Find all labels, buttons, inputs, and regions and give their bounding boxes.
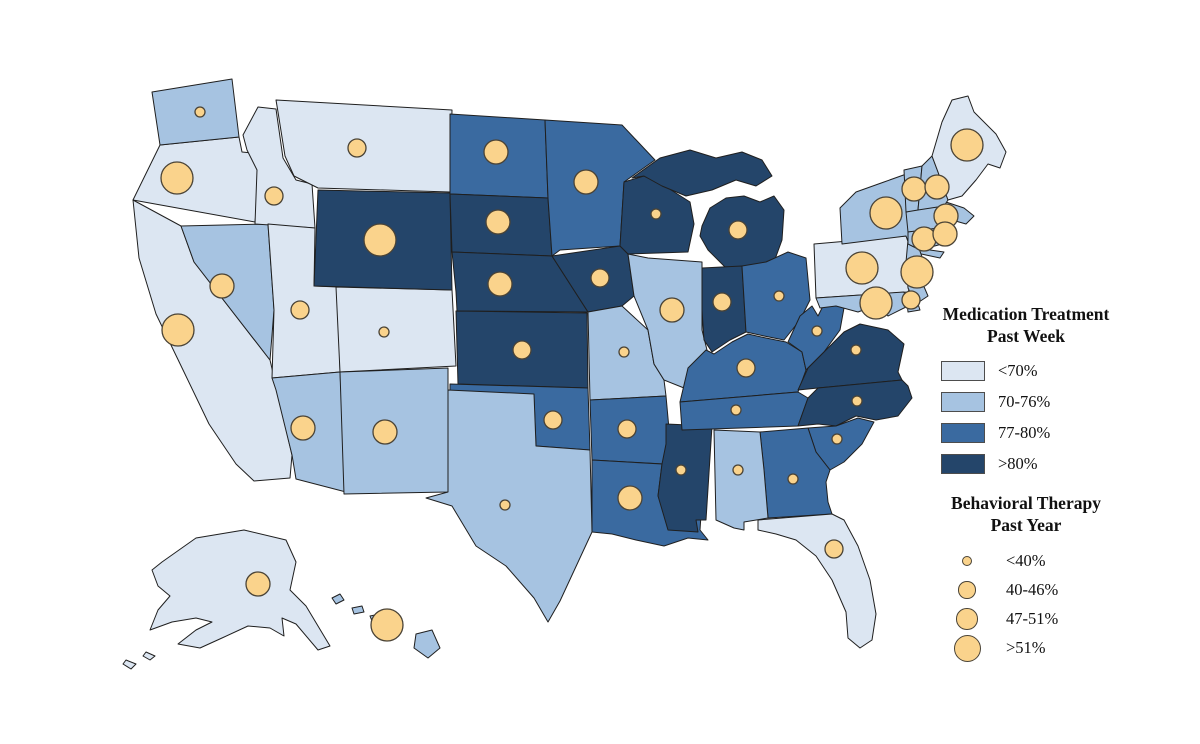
therapy-circle-NJ bbox=[900, 255, 934, 289]
therapy-circles-layer bbox=[160, 106, 984, 642]
fill-swatch-gt80-icon bbox=[941, 453, 985, 474]
therapy-circle-GA bbox=[787, 473, 799, 485]
therapy-circle-HI bbox=[370, 608, 404, 642]
fill-swatch-lt70-icon bbox=[941, 360, 985, 381]
therapy-circle-ME bbox=[950, 128, 984, 162]
therapy-circle-WY bbox=[363, 223, 397, 257]
state-FL bbox=[757, 513, 877, 649]
therapy-circle-MN bbox=[573, 169, 599, 195]
therapy-circle-AZ bbox=[290, 415, 316, 441]
state-CO bbox=[335, 286, 457, 373]
circle-label-47-51: 47-51% bbox=[1006, 609, 1059, 629]
therapy-circle-MO bbox=[618, 346, 630, 358]
fill-legend-rows: <70% 70-76% 77-80% >80% bbox=[924, 360, 1128, 474]
therapy-circle-AK bbox=[245, 571, 271, 597]
fill-legend-row-70-76: 70-76% bbox=[941, 391, 1128, 412]
circle-legend-title-line1: Behavioral Therapy bbox=[951, 492, 1101, 513]
therapy-circle-VT bbox=[901, 176, 927, 202]
therapy-circle-MD bbox=[859, 286, 893, 320]
therapy-circle-WA bbox=[194, 106, 206, 118]
therapy-circle-NC bbox=[851, 395, 863, 407]
therapy-circle-MT bbox=[347, 138, 367, 158]
circle-swatch-40-46-icon bbox=[958, 581, 976, 599]
circle-legend-row-gt51: >51% bbox=[941, 634, 1128, 663]
circle-label-gt51: >51% bbox=[1006, 638, 1046, 658]
therapy-circle-MI bbox=[728, 220, 748, 240]
fill-legend-title: Medication Treatment Past Week bbox=[924, 303, 1128, 348]
therapy-circle-NM bbox=[372, 419, 398, 445]
circle-legend-title-line2: Past Year bbox=[990, 515, 1062, 536]
fill-legend-title-line2: Past Week bbox=[987, 326, 1065, 347]
state-AK bbox=[122, 529, 331, 670]
therapy-circle-WI bbox=[650, 208, 662, 220]
legend: Medication Treatment Past Week <70% 70-7… bbox=[924, 303, 1128, 663]
circle-legend-title: Behavioral Therapy Past Year bbox=[924, 492, 1128, 537]
circle-legend-row-lt40: <40% bbox=[941, 547, 1128, 576]
fill-label-77-80: 77-80% bbox=[998, 422, 1051, 442]
state-shapes-layer bbox=[122, 78, 1007, 670]
therapy-circle-CO bbox=[378, 326, 390, 338]
fill-legend-row-gt80: >80% bbox=[941, 453, 1128, 474]
therapy-circle-RI bbox=[932, 221, 958, 247]
circle-label-40-46: 40-46% bbox=[1006, 580, 1059, 600]
therapy-circle-OR bbox=[160, 161, 194, 195]
therapy-circle-AL bbox=[732, 464, 744, 476]
therapy-circle-CA bbox=[161, 313, 195, 347]
therapy-circle-NH bbox=[924, 174, 950, 200]
therapy-circle-ID bbox=[264, 186, 284, 206]
therapy-circle-NV bbox=[209, 273, 235, 299]
circle-swatch-gt51-icon bbox=[953, 634, 981, 662]
state-MS bbox=[657, 423, 713, 533]
circle-legend-rows: <40% 40-46% 47-51% >51% bbox=[924, 547, 1128, 663]
state-AL bbox=[713, 429, 769, 531]
circle-swatch-lt40-icon bbox=[962, 556, 972, 567]
therapy-circle-MS bbox=[675, 464, 687, 476]
circle-label-lt40: <40% bbox=[1006, 551, 1046, 571]
circle-legend-row-40-46: 40-46% bbox=[941, 576, 1128, 605]
fill-label-70-76: 70-76% bbox=[998, 391, 1051, 411]
therapy-circle-NE bbox=[487, 271, 513, 297]
therapy-circle-DE bbox=[901, 290, 921, 310]
fill-label-gt80: >80% bbox=[998, 453, 1038, 473]
therapy-circle-IN bbox=[712, 292, 732, 312]
therapy-circle-AR bbox=[617, 419, 637, 439]
therapy-circle-IL bbox=[659, 297, 685, 323]
therapy-circle-VA bbox=[850, 344, 862, 356]
state-OR bbox=[132, 136, 264, 223]
fill-legend-row-lt70: <70% bbox=[941, 360, 1128, 381]
therapy-circle-NY bbox=[869, 196, 903, 230]
fill-swatch-77-80-icon bbox=[941, 422, 985, 443]
therapy-circle-UT bbox=[290, 300, 310, 320]
therapy-circle-OH bbox=[773, 290, 785, 302]
therapy-circle-OK bbox=[543, 410, 563, 430]
fill-label-lt70: <70% bbox=[998, 360, 1038, 380]
therapy-circle-IA bbox=[590, 268, 610, 288]
therapy-circle-CT bbox=[911, 226, 937, 252]
fill-legend-title-line1: Medication Treatment bbox=[942, 304, 1110, 324]
circle-legend-row-47-51: 47-51% bbox=[941, 605, 1128, 634]
therapy-circle-KS bbox=[512, 340, 532, 360]
state-MI bbox=[631, 149, 785, 271]
state-NE bbox=[451, 251, 589, 313]
therapy-circle-SC bbox=[831, 433, 843, 445]
fill-swatch-70-76-icon bbox=[941, 391, 985, 412]
therapy-circle-PA bbox=[845, 251, 879, 285]
therapy-circle-WV bbox=[811, 325, 823, 337]
therapy-circle-FL bbox=[824, 539, 844, 559]
therapy-circle-KY bbox=[736, 358, 756, 378]
therapy-circle-TX bbox=[499, 499, 511, 511]
therapy-circle-SD bbox=[485, 209, 511, 235]
circle-swatch-47-51-icon bbox=[956, 608, 978, 630]
fill-legend-row-77-80: 77-80% bbox=[941, 422, 1128, 443]
therapy-circle-ND bbox=[483, 139, 509, 165]
therapy-circle-LA bbox=[617, 485, 643, 511]
therapy-circle-TN bbox=[730, 404, 742, 416]
